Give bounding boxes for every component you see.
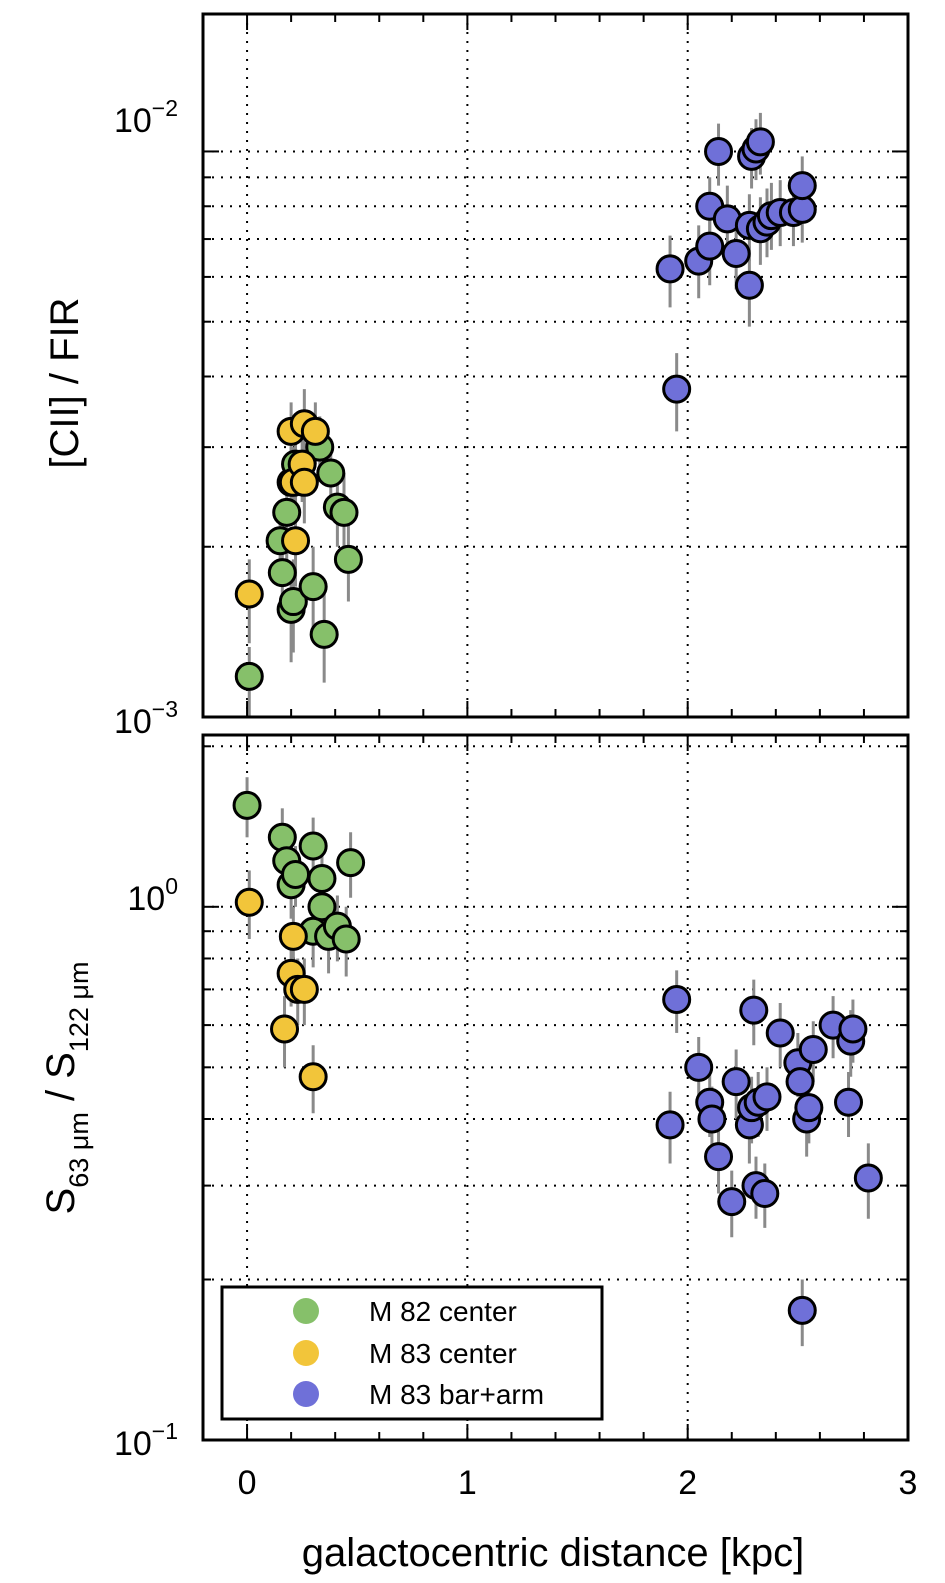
point-m-82-center: [267, 558, 297, 588]
top-ytick-label-1e-2: 10−2: [114, 95, 178, 140]
point-m-82-center: [309, 619, 339, 649]
point-m-83-bar-arm: [684, 1052, 714, 1082]
point-m-82-center: [281, 859, 311, 889]
point-m-83-bar-arm: [717, 1187, 747, 1217]
point-m-82-center: [333, 544, 363, 574]
legend-label-m82-center: M 82 center: [369, 1296, 517, 1327]
point-m-83-bar-arm: [745, 127, 775, 157]
point-m-83-bar-arm: [704, 136, 734, 166]
bottom-panel-frame: [201, 733, 910, 1442]
point-m-82-center: [278, 587, 308, 617]
point-m-83-bar-arm: [734, 270, 764, 300]
top-panel-frame: [201, 12, 910, 719]
point-m-83-center: [278, 921, 308, 951]
point-m-83-bar-arm: [704, 1142, 734, 1172]
point-m-83-center: [281, 526, 311, 556]
point-m-83-bar-arm: [794, 1093, 824, 1123]
top-panel-ticks: [202, 14, 909, 718]
point-m-82-center: [298, 572, 328, 602]
point-m-83-center: [300, 416, 330, 446]
point-m-82-center: [329, 497, 359, 527]
bottom-panel: 100 10−1 S63 μm / S122 μm 0 1 2 3 galactoce…: [39, 733, 918, 1575]
point-m-82-center: [336, 848, 366, 878]
point-m-82-center: [267, 822, 297, 852]
top-panel-points: [234, 127, 817, 691]
point-m-83-bar-arm: [721, 1067, 751, 1097]
point-m-83-bar-arm: [834, 1087, 864, 1117]
point-m-83-center: [298, 1062, 328, 1092]
x-tick-label: 0: [238, 1464, 257, 1502]
legend-label-m83-bar-arm: M 83 bar+arm: [369, 1379, 544, 1410]
point-m-82-center: [307, 892, 337, 922]
point-m-83-center: [234, 579, 264, 609]
point-m-83-bar-arm: [838, 1014, 868, 1044]
legend-marker-m83-bar-arm: [293, 1381, 319, 1407]
x-tick-labels: 0 1 2 3: [238, 1464, 918, 1502]
legend-label-m83-center: M 83 center: [369, 1338, 517, 1369]
top-ytick-label-1e-3: 10−3: [114, 696, 178, 741]
point-m-83-center: [270, 1014, 300, 1044]
point-m-83-bar-arm: [798, 1034, 828, 1064]
point-m-83-bar-arm: [787, 1295, 817, 1325]
bottom-panel-points: [232, 790, 883, 1325]
point-m-83-bar-arm: [662, 985, 692, 1015]
point-m-83-bar-arm: [750, 1178, 780, 1208]
point-m-82-center: [316, 458, 346, 488]
point-m-83-bar-arm: [787, 194, 817, 224]
point-m-82-center: [307, 864, 337, 894]
point-m-83-center: [289, 974, 319, 1004]
point-m-83-bar-arm: [697, 1104, 727, 1134]
point-m-83-center: [234, 887, 264, 917]
point-m-83-bar-arm: [655, 1110, 685, 1140]
point-m-83-bar-arm: [765, 1018, 795, 1048]
legend-marker-m82-center: [293, 1298, 319, 1324]
x-tick-label: 1: [458, 1464, 477, 1502]
point-m-82-center: [232, 790, 262, 820]
point-m-83-bar-arm: [662, 374, 692, 404]
bottom-ytick-label-1e-1: 10−1: [114, 1418, 178, 1463]
point-m-82-center: [234, 661, 264, 691]
point-m-83-bar-arm: [752, 1082, 782, 1112]
point-m-82-center: [298, 831, 328, 861]
legend-marker-m83-center: [293, 1340, 319, 1366]
point-m-83-bar-arm: [695, 231, 725, 261]
point-m-83-bar-arm: [853, 1163, 883, 1193]
bottom-y-axis-title: S63 μm / S122 μm: [39, 962, 94, 1215]
point-m-83-bar-arm: [655, 254, 685, 284]
point-m-83-bar-arm: [787, 171, 817, 201]
top-panel-grid: [203, 14, 908, 717]
x-axis-title: galactocentric distance [kpc]: [302, 1531, 804, 1575]
x-tick-label: 2: [678, 1464, 697, 1502]
point-m-83-bar-arm: [785, 1067, 815, 1097]
point-m-82-center: [272, 497, 302, 527]
top-panel: 10−2 10−3 [CII] / FIR: [43, 12, 910, 741]
point-m-83-bar-arm: [721, 239, 751, 269]
x-tick-label: 3: [899, 1464, 918, 1502]
top-y-axis-title: [CII] / FIR: [43, 297, 87, 468]
legend: M 82 center M 83 center M 83 bar+arm: [220, 1285, 604, 1421]
point-m-83-bar-arm: [739, 995, 769, 1025]
point-m-82-center: [331, 924, 361, 954]
point-m-83-center: [289, 467, 319, 497]
legend-box: [220, 1285, 604, 1421]
bottom-ytick-label-1e0: 100: [127, 873, 178, 918]
